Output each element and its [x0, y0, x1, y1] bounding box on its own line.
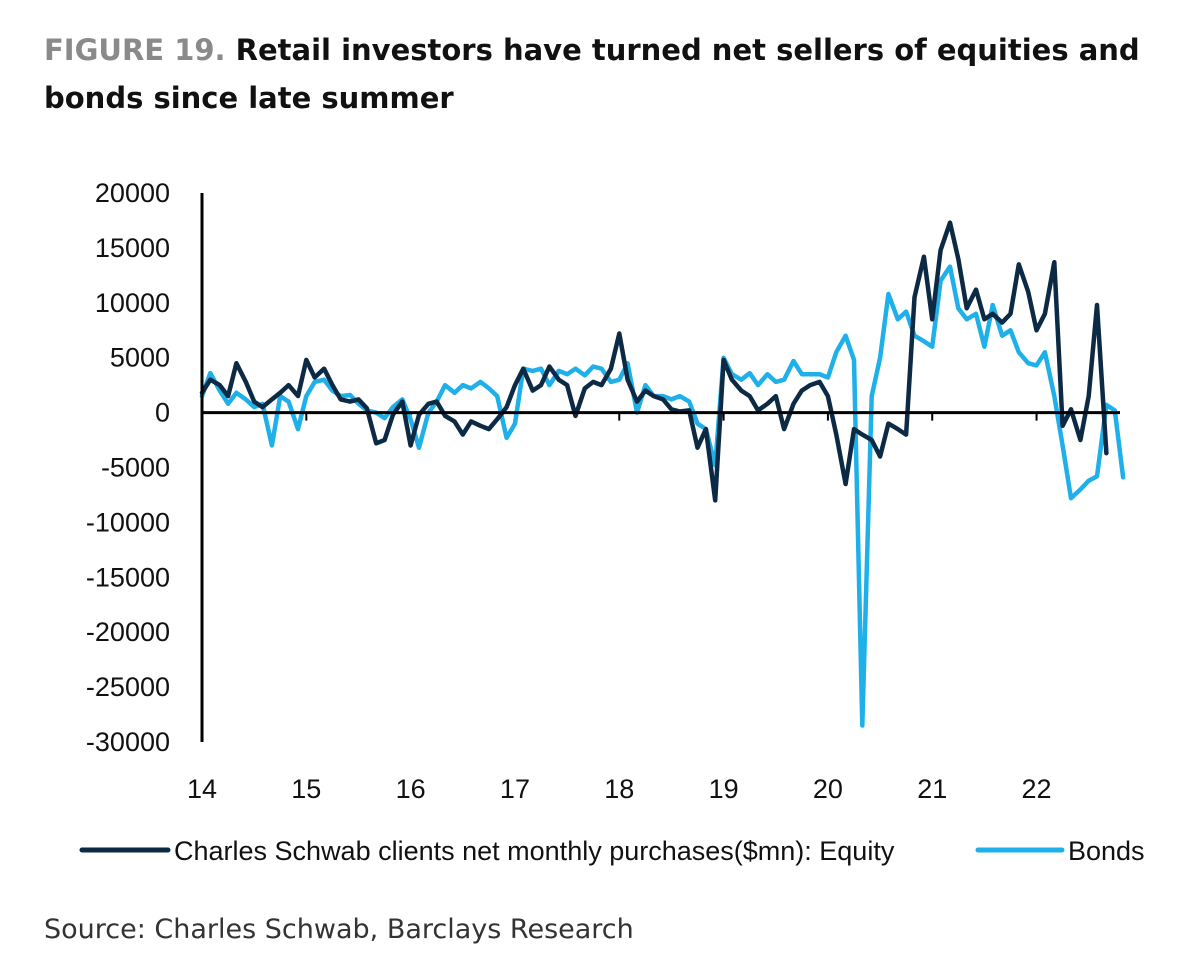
axes: [200, 193, 1120, 742]
x-tick-label: 19: [709, 774, 739, 804]
bonds-series-line: [199, 264, 1126, 728]
legend-label-equity: Charles Schwab clients net monthly purch…: [174, 836, 895, 866]
legend-label-bonds: Bonds: [1068, 836, 1145, 866]
x-tick-label: 18: [604, 774, 634, 804]
x-axis-ticks: 14 15 16 17 18 19 20 21 22: [187, 412, 1052, 804]
y-tick-label: -20000: [86, 617, 170, 647]
x-tick-label: 21: [917, 774, 947, 804]
y-tick-label: -25000: [86, 672, 170, 702]
x-tick-label: 17: [500, 774, 530, 804]
figure-label: FIGURE 19.: [44, 33, 226, 67]
series-lines: [199, 220, 1126, 728]
figure-title-text: Retail investors have turned net sellers…: [44, 33, 1140, 115]
chart-title: FIGURE 19. Retail investors have turned …: [44, 26, 1164, 122]
y-tick-label: -15000: [86, 562, 170, 592]
x-tick-label: 22: [1022, 774, 1052, 804]
y-tick-label: 15000: [95, 233, 170, 263]
y-tick-label: 10000: [95, 288, 170, 318]
source-note: Source: Charles Schwab, Barclays Researc…: [44, 914, 634, 945]
legend: Charles Schwab clients net monthly purch…: [79, 836, 1145, 866]
x-tick-label: 14: [187, 774, 217, 804]
y-axis-ticks: 20000 15000 10000 5000 0 -5000 -10000 -15000 -20…: [86, 178, 170, 757]
y-tick-label: 0: [155, 398, 170, 428]
y-tick-label: 5000: [110, 343, 170, 373]
y-tick-label: 20000: [95, 178, 170, 208]
x-tick-label: 16: [396, 774, 426, 804]
y-tick-label: -30000: [86, 727, 170, 757]
equity-series-line: [199, 220, 1109, 503]
x-tick-label: 15: [291, 774, 321, 804]
line-chart: 20000 15000 10000 5000 0 -5000 -10000 -15000 -20…: [79, 178, 1145, 866]
x-tick-label: 20: [813, 774, 843, 804]
y-tick-label: -5000: [101, 453, 170, 483]
y-tick-label: -10000: [86, 507, 170, 537]
